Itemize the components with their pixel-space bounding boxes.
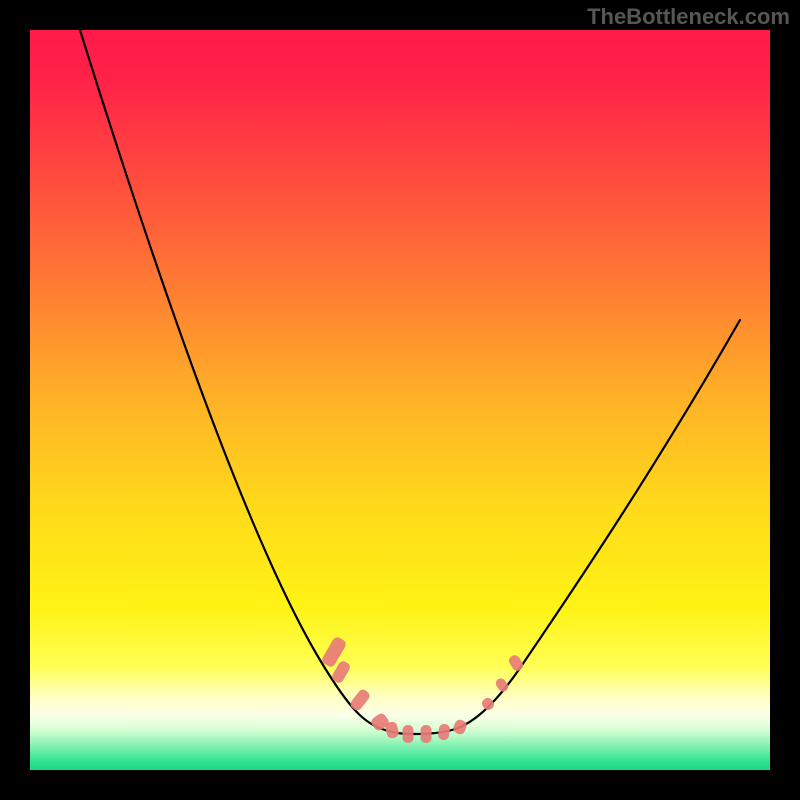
curve-marker <box>403 725 414 743</box>
watermark-text: TheBottleneck.com <box>587 4 790 30</box>
chart-background <box>30 30 770 770</box>
curve-marker <box>421 725 432 743</box>
chart-plot <box>30 30 770 770</box>
